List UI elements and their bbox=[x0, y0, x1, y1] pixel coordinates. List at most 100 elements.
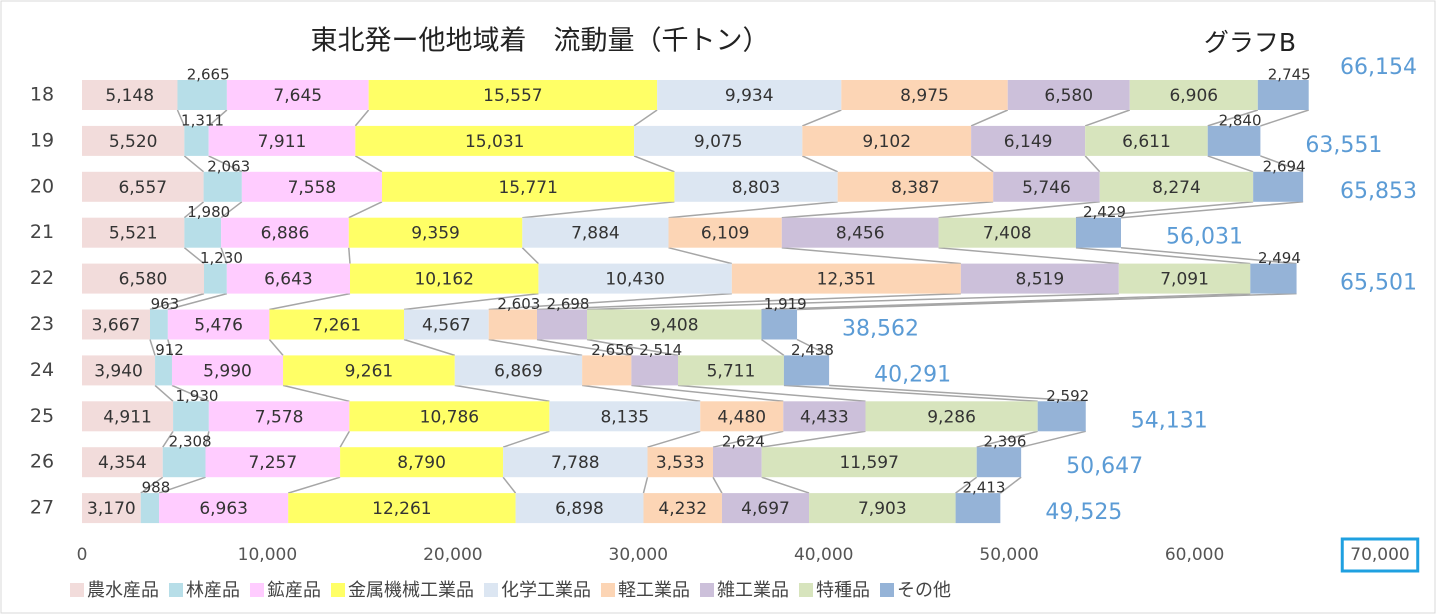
data-label: 2,665 bbox=[187, 66, 230, 84]
series-line bbox=[282, 384, 350, 403]
series-line bbox=[454, 384, 550, 403]
bar-segment bbox=[454, 355, 583, 386]
data-label: 8,135 bbox=[600, 407, 649, 427]
data-label: 4,567 bbox=[422, 316, 471, 336]
legend-label: 特種品 bbox=[816, 580, 870, 601]
category-label: 26 bbox=[30, 451, 54, 473]
data-label: 2,063 bbox=[207, 157, 250, 175]
legend-label: 金属機械工業品 bbox=[348, 580, 474, 601]
series-line bbox=[149, 339, 156, 356]
data-label: 7,578 bbox=[255, 407, 304, 427]
data-label: 7,645 bbox=[273, 86, 322, 106]
legend-swatch bbox=[700, 583, 714, 597]
bar-segment bbox=[1253, 171, 1304, 202]
bar-segment bbox=[647, 447, 714, 478]
bar-segment bbox=[1250, 263, 1297, 294]
data-label: 7,257 bbox=[248, 453, 297, 473]
data-label: 2,698 bbox=[547, 295, 590, 313]
data-label: 6,580 bbox=[1044, 86, 1093, 106]
data-label: 2,438 bbox=[791, 341, 834, 359]
series-line bbox=[183, 247, 205, 265]
total-label: 65,501 bbox=[1340, 271, 1417, 296]
bar-segment bbox=[208, 125, 356, 156]
bar-segment bbox=[82, 217, 185, 248]
bar-segment bbox=[82, 80, 178, 110]
data-label: 5,476 bbox=[194, 316, 243, 336]
bar-segment bbox=[643, 493, 722, 524]
data-label: 988 bbox=[142, 479, 171, 497]
data-label: 5,990 bbox=[203, 361, 252, 381]
bar-segment bbox=[515, 493, 644, 524]
series-line bbox=[829, 384, 1086, 403]
bar-segment bbox=[841, 80, 1008, 110]
series-line bbox=[783, 384, 1038, 403]
data-label: 6,963 bbox=[199, 499, 248, 519]
bar-segment bbox=[587, 309, 762, 340]
series-line bbox=[1260, 155, 1304, 173]
data-label: 963 bbox=[151, 295, 180, 313]
total-label: 66,154 bbox=[1340, 55, 1417, 80]
category-label: 20 bbox=[30, 175, 54, 197]
bar-segment bbox=[700, 401, 784, 432]
data-label: 2,745 bbox=[1268, 66, 1311, 84]
series-line bbox=[586, 292, 1119, 311]
bar-segment bbox=[171, 355, 284, 386]
bar-segment bbox=[976, 447, 1022, 478]
data-label: 7,903 bbox=[858, 499, 907, 519]
bar-segment bbox=[783, 355, 830, 386]
bar-segment bbox=[955, 493, 1001, 524]
total-label: 56,031 bbox=[1166, 225, 1243, 250]
series-line bbox=[488, 338, 583, 357]
data-label: 4,354 bbox=[98, 453, 147, 473]
data-label: 8,790 bbox=[397, 453, 446, 473]
data-label: 3,170 bbox=[87, 499, 136, 519]
bar-segment bbox=[162, 447, 206, 478]
data-label: 7,884 bbox=[571, 224, 620, 244]
total-label: 63,551 bbox=[1305, 133, 1382, 158]
data-label: 2,514 bbox=[639, 341, 682, 359]
legend-swatch bbox=[799, 583, 813, 597]
bar-segment bbox=[269, 309, 405, 340]
data-label: 5,746 bbox=[1022, 178, 1071, 198]
data-label: 7,091 bbox=[1160, 270, 1209, 290]
bar-segment bbox=[938, 217, 1076, 248]
bar-segment bbox=[536, 309, 588, 340]
legend-label: 鉱産品 bbox=[267, 580, 321, 601]
data-label: 8,803 bbox=[732, 178, 781, 198]
x-tick-label: 40,000 bbox=[794, 545, 853, 565]
series-line bbox=[1075, 201, 1254, 219]
data-label: 2,840 bbox=[1219, 111, 1262, 129]
bar-segment bbox=[82, 171, 204, 202]
series-line bbox=[1207, 155, 1254, 173]
series-line bbox=[970, 155, 994, 173]
series-line bbox=[586, 338, 679, 357]
data-label: 10,786 bbox=[420, 407, 479, 427]
data-label: 12,261 bbox=[372, 499, 431, 519]
category-label: 25 bbox=[30, 405, 54, 427]
bar-segment bbox=[173, 401, 209, 432]
series-line bbox=[647, 430, 701, 448]
series-line bbox=[158, 476, 206, 494]
bar-segment bbox=[1007, 80, 1130, 110]
bar-segment bbox=[1118, 263, 1251, 294]
series-line bbox=[268, 339, 284, 356]
bar-segment bbox=[177, 80, 227, 110]
bar-segment bbox=[781, 217, 939, 248]
data-label: 2,413 bbox=[962, 479, 1005, 497]
legend-swatch bbox=[880, 583, 894, 597]
bar-segment bbox=[1099, 171, 1254, 202]
series-line bbox=[339, 430, 351, 448]
bar-segment bbox=[549, 401, 701, 432]
data-label: 3,533 bbox=[656, 453, 705, 473]
series-line bbox=[149, 292, 205, 311]
bar-segment bbox=[149, 309, 168, 340]
bar-segment bbox=[82, 447, 163, 478]
series-line bbox=[176, 109, 186, 127]
series-line bbox=[521, 247, 539, 265]
bar-segment bbox=[82, 401, 174, 432]
bar-segment bbox=[355, 125, 635, 156]
data-label: 8,387 bbox=[891, 178, 940, 198]
bar-segment bbox=[184, 217, 222, 248]
series-line bbox=[999, 476, 1022, 494]
bar-segment bbox=[82, 309, 150, 340]
